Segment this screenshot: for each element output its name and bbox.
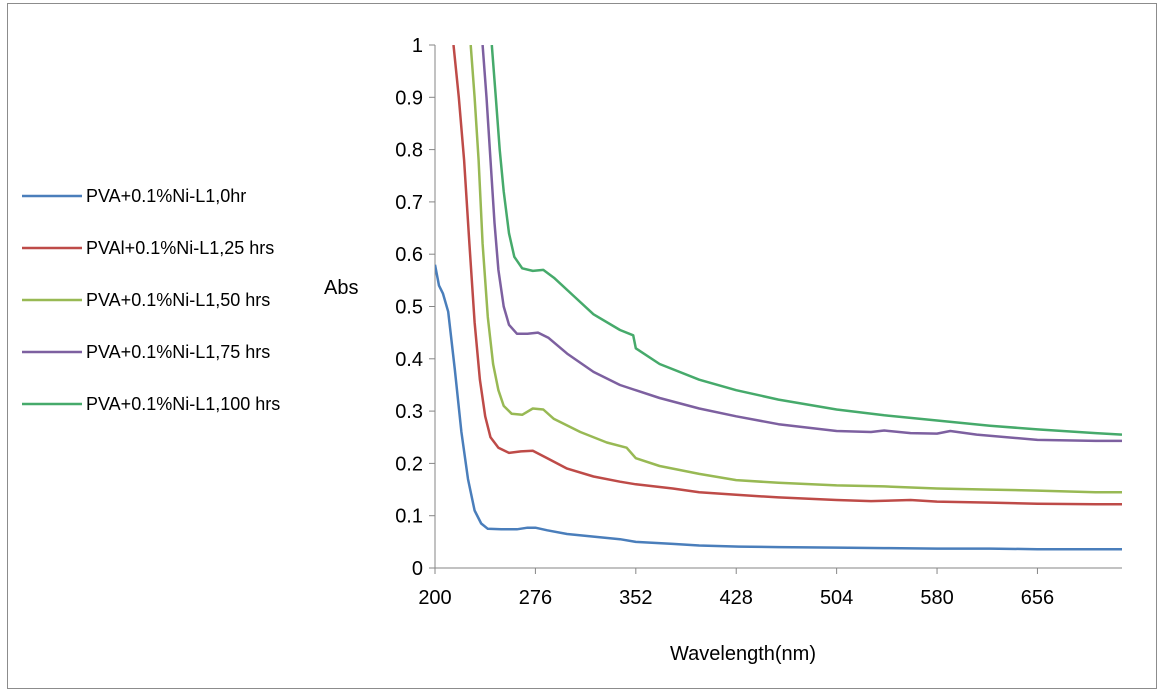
series-line	[469, 45, 1122, 494]
y-tick-label: 0.9	[395, 87, 423, 109]
chart-frame: 0 0.1 0.2 0.3 0.4 0.5 0.6 0.7 0.8 0.9 1 200 276 352 4…	[7, 3, 1157, 689]
y-tick-label: 1	[412, 35, 423, 57]
series-line	[490, 45, 1122, 436]
legend-label: PVA+0.1%Ni-L1,0hr	[86, 186, 246, 206]
y-tick-label: 0.5	[395, 297, 423, 319]
y-axis-title: Abs	[324, 277, 358, 299]
x-tick-label: 352	[619, 587, 652, 609]
x-tick-label: 580	[920, 587, 953, 609]
x-tick-label: 504	[820, 587, 853, 609]
series-line	[435, 264, 1122, 551]
x-axis: 200 276 352 428 504 580 656	[418, 567, 1122, 609]
plot-series	[435, 45, 1122, 551]
legend-label: PVA+0.1%Ni-L1,100 hrs	[86, 394, 280, 414]
x-tick-label: 200	[418, 587, 451, 609]
series-line	[481, 45, 1122, 443]
x-tick-label: 428	[720, 587, 753, 609]
y-tick-label: 0.6	[395, 244, 423, 266]
x-tick-label: 276	[519, 587, 552, 609]
y-tick-label: 0.1	[395, 506, 423, 528]
legend-label: PVA+0.1%Ni-L1,75 hrs	[86, 342, 270, 362]
y-tick-label: 0.4	[395, 349, 423, 371]
y-tick-label: 0.7	[395, 192, 423, 214]
series-line	[452, 45, 1122, 506]
y-tick-label: 0.3	[395, 401, 423, 423]
y-axis: 0 0.1 0.2 0.3 0.4 0.5 0.6 0.7 0.8 0.9 1	[395, 35, 436, 580]
y-tick-label: 0.8	[395, 140, 423, 162]
x-axis-title: Wavelength(nm)	[670, 643, 816, 665]
y-tick-label: 0.2	[395, 453, 423, 475]
legend-label: PVAl+0.1%Ni-L1,25 hrs	[86, 238, 274, 258]
x-tick-label: 656	[1021, 587, 1054, 609]
legend: PVA+0.1%Ni-L1,0hr PVAl+0.1%Ni-L1,25 hrs PV…	[22, 186, 280, 414]
legend-label: PVA+0.1%Ni-L1,50 hrs	[86, 290, 270, 310]
y-tick-label: 0	[412, 558, 423, 580]
chart-canvas: 0 0.1 0.2 0.3 0.4 0.5 0.6 0.7 0.8 0.9 1 200 276 352 4…	[22, 35, 1122, 665]
